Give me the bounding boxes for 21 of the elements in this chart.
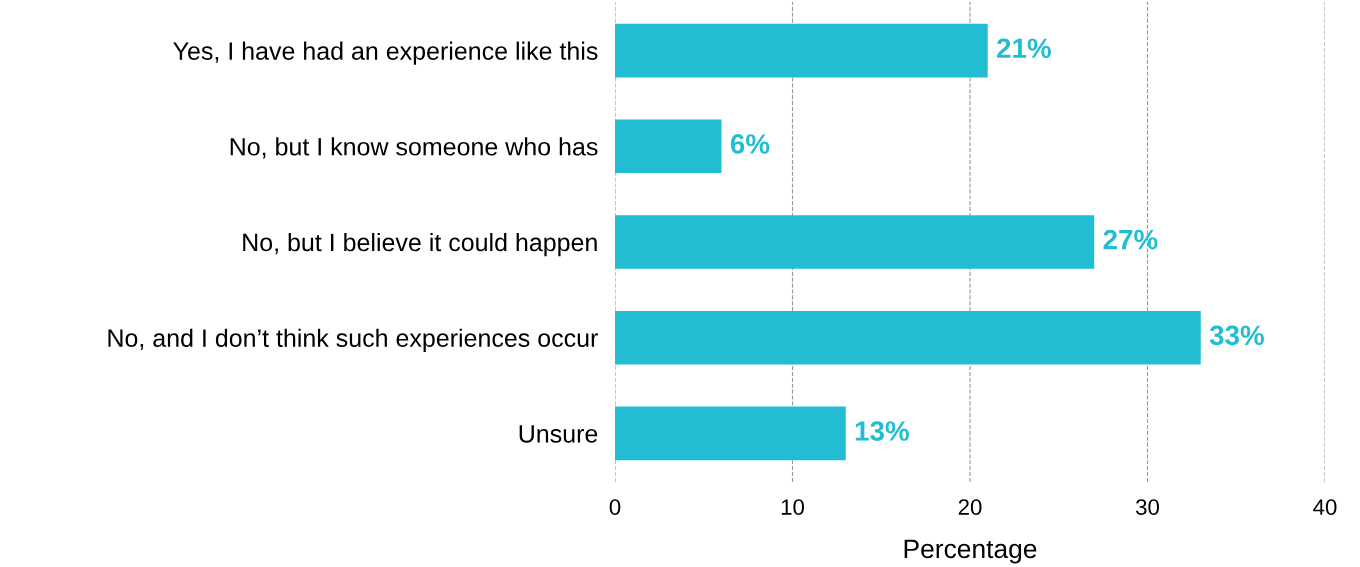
x-tick-label: 0 (609, 499, 621, 515)
y-tick-label: No, but I believe it could happen (243, 232, 597, 257)
x-tick-label: 40 (1313, 499, 1337, 515)
y-tick-label: Unsure (519, 425, 598, 443)
data-label: 27% (1103, 229, 1158, 250)
x-tick-label: 20 (958, 499, 982, 515)
bar (615, 215, 1095, 269)
y-tick-label: No, and I don’t think such experiences occur (108, 328, 598, 352)
bar (615, 119, 722, 174)
data-label: 33% (1209, 325, 1264, 346)
y-tick-label: No, but I know someone who has (230, 137, 598, 159)
data-label: 6% (730, 134, 770, 154)
y-tick-label: Yes, I have had an experience like this (173, 41, 598, 65)
x-tick-label: 30 (1135, 499, 1159, 515)
bar (615, 406, 846, 461)
bar (615, 23, 988, 78)
x-tick-label: 10 (781, 499, 804, 515)
data-label: 21% (997, 38, 1051, 59)
bar (615, 310, 1201, 365)
data-label: 13% (855, 421, 909, 441)
x-axis-title: Percentage (904, 539, 1037, 564)
